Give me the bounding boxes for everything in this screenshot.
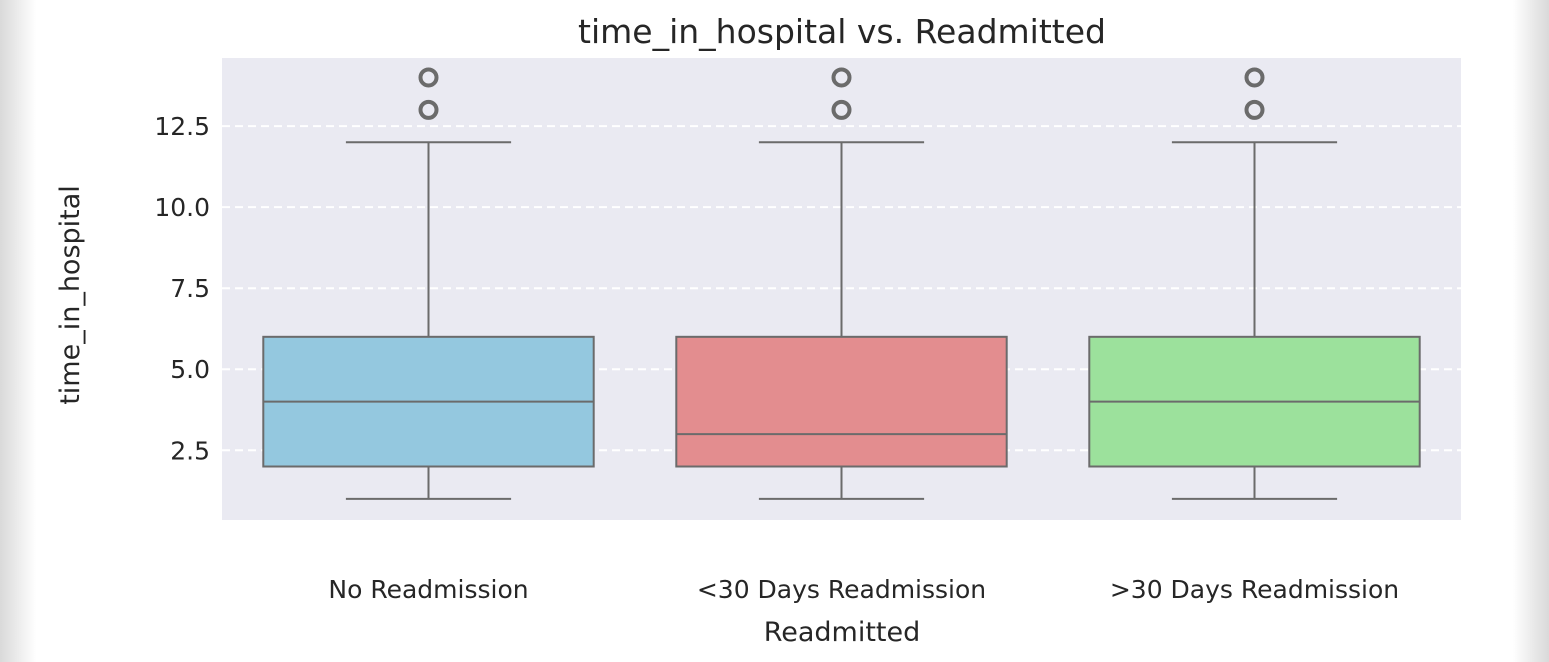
y-tick-label: 5.0 — [170, 355, 210, 384]
outlier-point — [418, 67, 439, 88]
y-tick-label: 12.5 — [154, 112, 210, 141]
left-edge-shadow — [0, 0, 36, 662]
x-tick-label: No Readmission — [328, 575, 528, 604]
x-tick-label: <30 Days Readmission — [697, 575, 986, 604]
box-group — [262, 67, 595, 500]
box-group — [675, 67, 1008, 500]
outlier-point — [831, 67, 852, 88]
y-tick-label: 7.5 — [170, 274, 210, 303]
y-tick-label: 2.5 — [170, 436, 210, 465]
outlier-point — [1244, 99, 1265, 120]
right-edge-shadow — [1513, 0, 1549, 662]
boxes — [262, 67, 1421, 500]
y-tick-labels: 2.5 5.0 7.5 10.0 12.5 — [154, 112, 210, 465]
y-tick-label: 10.0 — [154, 193, 210, 222]
x-tick-label: >30 Days Readmission — [1110, 575, 1399, 604]
outlier-point — [831, 99, 852, 120]
x-tick-labels: No Readmission <30 Days Readmission >30 Da… — [328, 575, 1399, 604]
outlier-point — [418, 99, 439, 120]
x-axis-title: Readmitted — [764, 617, 921, 648]
iqr-box — [675, 335, 1008, 468]
chart-title: time_in_hospital vs. Readmitted — [578, 12, 1106, 51]
y-axis-title: time_in_hospital — [55, 185, 86, 405]
outlier-point — [1244, 67, 1265, 88]
box-group — [1088, 67, 1421, 500]
